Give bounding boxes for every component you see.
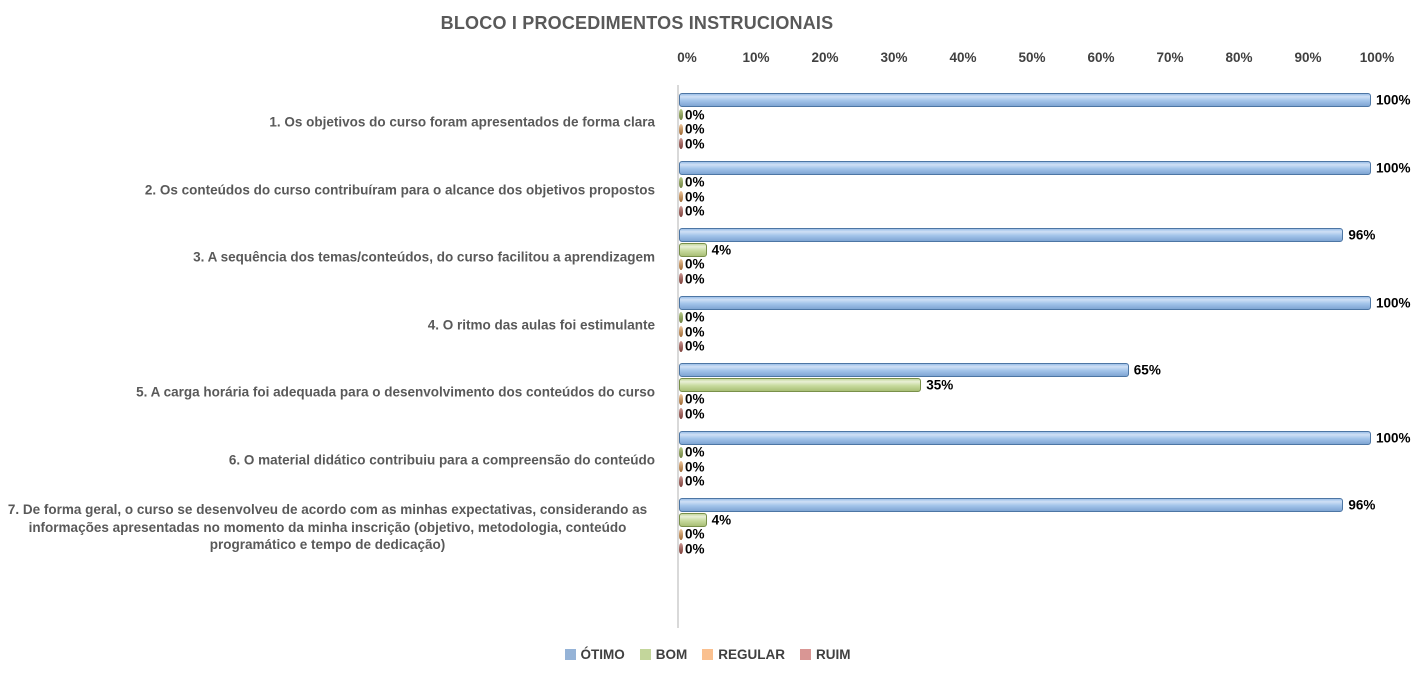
bar-ruim-7 [679,543,683,554]
data-label-regular-5: 0% [685,391,705,407]
data-label-regular-1: 0% [685,121,705,137]
data-label-regular-6: 0% [685,459,705,474]
data-label-otimo-5: 65% [1133,362,1161,378]
x-axis-tick-label: 70% [1156,50,1184,65]
chart-title: BLOCO I PROCEDIMENTOS INSTRUCIONAIS [440,13,834,33]
category-label: 5. A carga horária foi adequada para o d… [0,383,655,401]
legend-swatch-icon [800,649,811,660]
legend-item: ÓTIMO [564,647,625,662]
legend-label: REGULAR [718,647,785,662]
data-label-otimo-1: 100% [1376,92,1411,108]
bar-bom-4 [679,311,683,323]
x-axis-tick-label: 30% [880,50,908,65]
data-label-ruim-4: 0% [685,338,705,354]
category-label-text: 1. Os objetivos do curso foram apresenta… [269,114,655,130]
data-label-otimo-3: 96% [1348,227,1376,243]
bar-otimo-1 [679,93,1371,107]
data-label-ruim-2: 0% [685,203,705,219]
data-label-otimo-2: 100% [1376,160,1411,175]
category-label: 6. O material didático contribuiu para a… [0,451,655,469]
category-label: 2. Os conteúdos do curso contribuíram pa… [0,181,655,199]
category-label: 3. A sequência dos temas/conteúdos, do c… [0,248,655,266]
bar-regular-1 [679,123,683,135]
category-axis-line [677,85,679,628]
data-label-bom-7: 4% [711,512,732,527]
data-label-otimo-7: 96% [1348,497,1376,513]
bar-ruim-5 [679,408,683,419]
category-label-text: 7. De forma geral, o curso se desenvolve… [7,501,648,552]
bar-otimo-6 [679,430,1371,445]
x-axis-tick-label: 50% [1018,50,1046,65]
data-label-bom-3: 4% [711,242,732,257]
legend-item: RUIM [800,647,851,662]
bar-regular-4 [679,326,683,337]
legend-label: RUIM [816,647,851,662]
x-axis-tick-label: 0% [677,50,697,65]
bar-regular-7 [679,528,683,540]
data-label-bom-5: 35% [926,377,954,392]
bar-regular-2 [679,191,683,202]
bar-bom-1 [679,109,683,120]
bar-otimo-7 [679,498,1344,512]
data-label-bom-4: 0% [685,309,705,325]
bar-otimo-3 [679,228,1344,242]
bar-bom-5 [679,377,922,392]
bar-bom-3 [679,242,707,257]
bar-regular-6 [679,461,683,472]
x-axis-tick-label: 40% [949,50,977,65]
data-label-ruim-3: 0% [685,271,705,286]
legend-item: REGULAR [702,647,785,662]
x-axis-tick-label: 80% [1225,50,1253,65]
data-label-bom-6: 0% [685,444,705,460]
bar-ruim-1 [679,138,683,149]
data-label-bom-2: 0% [685,174,705,190]
legend-swatch-icon [564,649,576,660]
bar-bom-2 [679,176,683,188]
data-label-regular-7: 0% [685,526,705,542]
x-axis-tick-label: 60% [1087,50,1115,65]
bar-otimo-2 [679,160,1371,175]
x-axis-tick-label: 10% [742,50,770,65]
x-axis-tick-label: 90% [1294,50,1322,65]
data-label-ruim-1: 0% [685,136,705,151]
data-label-regular-2: 0% [685,189,705,204]
bar-bom-6 [679,446,683,458]
data-label-regular-4: 0% [685,324,705,339]
data-label-otimo-4: 100% [1376,295,1411,310]
data-label-ruim-7: 0% [685,541,705,556]
legend-swatch-icon [702,649,714,660]
legend-swatch-icon [639,649,651,660]
category-label-text: 2. Os conteúdos do curso contribuíram pa… [144,181,655,197]
bar-bom-7 [679,512,707,527]
bar-ruim-2 [679,205,683,217]
legend-label: BOM [655,647,688,662]
bar-regular-3 [679,258,683,270]
bar-otimo-5 [679,363,1129,377]
category-label: 7. De forma geral, o curso se desenvolve… [0,501,655,554]
category-label: 4. O ritmo das aulas foi estimulante [0,316,655,334]
category-label-text: 5. A carga horária foi adequada para o d… [136,384,655,400]
category-label-text: 6. O material didático contribuiu para a… [228,451,655,467]
bar-ruim-3 [679,273,683,284]
data-label-ruim-6: 0% [685,473,705,489]
data-label-regular-3: 0% [685,256,705,272]
bar-ruim-4 [679,340,683,352]
data-label-ruim-5: 0% [685,406,705,421]
bar-otimo-4 [679,295,1371,310]
x-axis-tick-label: 20% [811,50,839,65]
category-label-text: 3. A sequência dos temas/conteúdos, do c… [193,249,655,265]
x-axis-tick-label: 100% [1359,50,1395,65]
data-label-otimo-6: 100% [1376,430,1411,445]
legend-label: ÓTIMO [580,647,625,662]
category-label: 1. Os objetivos do curso foram apresenta… [0,113,655,131]
legend-item: BOM [639,647,688,662]
bar-regular-5 [679,393,683,405]
data-label-bom-1: 0% [685,107,705,122]
bar-ruim-6 [679,475,683,487]
legend: ÓTIMO BOM REGULAR RUIM [0,647,1415,662]
category-label-text: 4. O ritmo das aulas foi estimulante [427,316,655,332]
